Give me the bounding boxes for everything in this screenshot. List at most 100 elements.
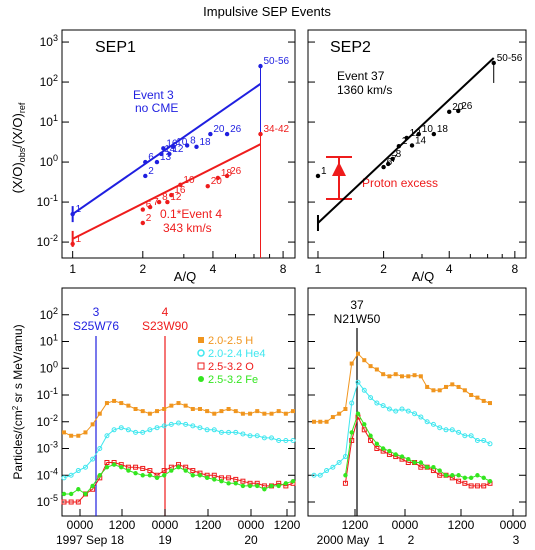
- panel0-series0-point-11: [224, 131, 230, 137]
- ts1-series1-point-3: [330, 464, 336, 470]
- ts1-series0-point-21: [444, 384, 448, 389]
- ts0-series3-point-2: [76, 487, 81, 492]
- panel1-series0-point-8: [431, 131, 437, 137]
- ts0-series2-point-2: [75, 499, 81, 505]
- ts1-series3-point-23: [456, 473, 461, 478]
- ts1-series1-point-27: [481, 437, 487, 443]
- ts1-series1-point-16: [412, 411, 418, 417]
- panel0-series0-label-3: 13: [160, 152, 172, 163]
- ts0-series3-point-31: [283, 481, 289, 486]
- panel0-series0-point-8: [184, 143, 190, 148]
- ts2-date-3: 3: [513, 533, 520, 547]
- ts0-series0-point-6: [104, 401, 109, 406]
- ts0-series0-point-26: [248, 411, 253, 416]
- ts2-date-0: 2000 May: [317, 533, 370, 547]
- ts1-series1-point-18: [424, 419, 430, 425]
- ts0-series1-point-14: [161, 423, 167, 429]
- ts0-ytick-label--1: 10-1: [37, 386, 58, 402]
- panel1-series0-fit: [317, 57, 495, 224]
- ts1-series2-point-6: [349, 437, 355, 443]
- ts0-series0-point-31: [283, 411, 288, 416]
- ts1-series2-point-23: [456, 478, 462, 484]
- ts1-series2-point-8: [361, 427, 367, 433]
- ts0-series1-point-0: [61, 475, 67, 481]
- sep1-speed-label: 343 km/s: [163, 221, 212, 235]
- panel1-series0-point-7: [416, 131, 421, 137]
- legend-h-marker: [198, 337, 204, 343]
- panel0-series1-label-4: 8: [162, 192, 168, 203]
- ts0-series0-point-21: [212, 411, 217, 416]
- ts1-series1-point-25: [468, 433, 474, 439]
- ts0-series1-point-13: [154, 425, 160, 431]
- ts0-series1-point-11: [140, 429, 146, 435]
- panel0-series0-label-2: 6: [148, 152, 154, 163]
- panel0-series1-label-1: 2: [146, 213, 152, 224]
- ts1-series3-point-28: [487, 478, 493, 484]
- panel0-series0-label-8: 8: [190, 135, 196, 146]
- sep2-speed-label: 1360 km/s: [337, 83, 392, 97]
- ts0-series1-point-21: [211, 427, 217, 433]
- ts0-series0-point-11: [140, 409, 145, 414]
- panel1-series0-point-4: [396, 143, 402, 149]
- ts0-series3-point-13: [154, 475, 160, 481]
- ts0-series1-point-3: [82, 464, 88, 470]
- ts-ylabel: Particles/(cm2 sr s MeV/amu): [11, 324, 25, 479]
- ts1-xtick-0: 0000: [67, 518, 94, 532]
- ts0-series1-point-19: [197, 425, 203, 431]
- panel1-series0-point-0: [315, 173, 321, 179]
- ts1-series3-point-5: [343, 473, 348, 478]
- ts1-series1-point-20: [437, 425, 443, 431]
- ts1-series3-point-12: [387, 448, 392, 454]
- ts0-series0-point-20: [205, 409, 210, 414]
- ts1-series1-point-7: [355, 379, 361, 385]
- ts1-series0-point-4: [337, 411, 342, 416]
- ts0-series1-point-6: [104, 433, 110, 439]
- ts0-series1-point-24: [233, 429, 239, 435]
- ts0-ytick-label-2: 102: [40, 306, 58, 322]
- panel0-series1-point-7: [178, 182, 183, 188]
- ts0-series3-point-19: [197, 473, 203, 478]
- panel0-series1-point-5: [165, 199, 170, 205]
- ts0-series0-point-1: [69, 433, 74, 438]
- ts1-series3-point-16: [412, 460, 417, 465]
- ts1-series0-point-7: [356, 351, 360, 356]
- ts1-series1-point-12: [386, 406, 392, 412]
- panel1-series0-point-10: [456, 108, 461, 114]
- ts1-series2-line: [344, 415, 491, 487]
- panel0-series0-label-4: 14: [164, 144, 176, 155]
- ts0-series3-point-26: [247, 483, 253, 489]
- ts1-date-1: 19: [158, 533, 172, 547]
- ts1-series0-point-1: [318, 419, 323, 424]
- panel0-series1-label-0: 1: [76, 234, 82, 245]
- ts0-series3-point-30: [276, 483, 281, 489]
- ts0-series1-point-12: [147, 427, 153, 433]
- ts1-xticks: 0000 1200 0000 1200 0000 1200 1997 Sep 1…: [56, 518, 301, 547]
- ts0-series2-point-1: [68, 499, 74, 505]
- ts1-series1-point-11: [380, 403, 386, 409]
- ts0-series1-point-10: [133, 429, 139, 435]
- ts1-series3-point-19: [431, 465, 436, 470]
- panel0-series1-point-8: [205, 183, 210, 189]
- ts0-series0-point-28: [262, 411, 267, 416]
- panel0-series1-label-2: 6: [146, 200, 152, 211]
- ts0-series3-point-18: [190, 473, 196, 478]
- ts0-series3-point-28: [262, 487, 267, 492]
- ts1-series1-point-17: [418, 414, 424, 420]
- ts0-series3-point-12: [147, 473, 153, 478]
- ts1-xtick-2: 0000: [152, 518, 179, 532]
- ts0-series2-point-14: [161, 468, 167, 474]
- ts1-series0-point-6: [349, 361, 354, 366]
- ts1-series0-point-10: [374, 367, 379, 372]
- page-title: Impulsive SEP Events: [203, 4, 331, 19]
- ts0-series1-point-25: [240, 431, 246, 437]
- ts0-series0-point-14: [162, 406, 167, 411]
- ts0-series1-point-8: [118, 425, 124, 431]
- ts0-series3-point-23: [226, 481, 231, 486]
- ts0-series0-point-2: [76, 433, 81, 438]
- sep1-xlabel: A/Q: [174, 269, 196, 284]
- ts0-series0-point-4: [90, 422, 95, 427]
- ts1-series0-point-27: [481, 398, 486, 403]
- panel0-xtick-label-0: 1: [69, 262, 76, 276]
- panel1-series0-label-8: 18: [437, 124, 449, 135]
- panel0-series1-point-0: [70, 241, 75, 247]
